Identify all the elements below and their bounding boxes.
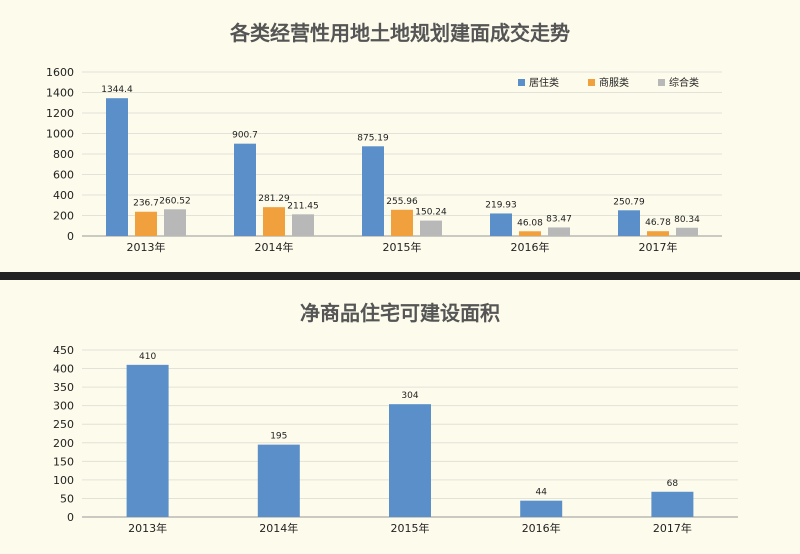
y-tick-label: 350 (53, 381, 74, 394)
data-label: 250.79 (613, 197, 645, 207)
bar (106, 98, 128, 236)
y-tick-label: 800 (53, 148, 74, 161)
x-tick-label: 2017年 (639, 240, 678, 254)
bar (520, 500, 563, 517)
x-tick-label: 2015年 (383, 240, 422, 254)
bar (490, 213, 512, 236)
legend-swatch (588, 79, 595, 86)
data-label: 260.52 (159, 196, 191, 206)
y-tick-label: 200 (53, 437, 74, 450)
bar (389, 404, 431, 517)
y-tick-label: 150 (53, 455, 74, 468)
y-tick-label: 1600 (46, 66, 74, 79)
y-tick-label: 400 (53, 189, 74, 202)
bar (391, 209, 413, 236)
data-label: 150.24 (415, 208, 447, 218)
data-label: 281.29 (258, 194, 290, 204)
chart-panel-housing-area: 净商品住宅可建设面积 0 50 100 150 200 250 300 350 400 450 20… (0, 280, 800, 554)
bar (292, 214, 314, 236)
data-label: 219.93 (485, 200, 517, 210)
bar (519, 231, 541, 236)
chart-title: 净商品住宅可建设面积 (300, 301, 500, 325)
y-tick-label: 1000 (46, 128, 74, 141)
legend-swatch (518, 79, 525, 86)
x-tick-label: 2015年 (391, 521, 430, 535)
bar (420, 220, 442, 236)
y-tick-label: 600 (53, 169, 74, 182)
y-tick-label: 250 (53, 418, 74, 431)
data-label: 46.78 (645, 218, 671, 228)
bar (257, 444, 300, 517)
data-label: 80.34 (674, 215, 700, 225)
x-tick-label: 2014年 (259, 521, 298, 535)
data-label: 304 (401, 391, 418, 401)
data-label: 195 (270, 432, 287, 442)
legend-entry: 商服类 (599, 76, 629, 89)
data-label: 875.19 (357, 133, 389, 143)
bar (135, 211, 157, 236)
data-label: 83.47 (546, 214, 572, 224)
data-label: 44 (535, 488, 547, 498)
y-tick-label: 450 (53, 344, 74, 357)
bar (126, 364, 169, 517)
data-label: 900.7 (232, 131, 258, 141)
data-label: 68 (667, 479, 679, 489)
chart-title: 各类经营性用地土地规划建面成交走势 (229, 21, 570, 45)
bar (234, 143, 256, 236)
y-tick-label: 0 (67, 511, 74, 524)
data-label: 236.7 (133, 199, 159, 209)
data-label: 46.08 (517, 218, 543, 228)
chart-panel-land-transactions: 各类经营性用地土地规划建面成交走势 0 200 400 600 800 1000 1200 1… (0, 0, 800, 272)
y-tick-label: 1400 (46, 87, 74, 100)
bar (263, 207, 285, 236)
x-tick-label: 2013年 (127, 240, 166, 254)
x-tick-label: 2014年 (255, 240, 294, 254)
y-tick-label: 50 (60, 492, 74, 505)
panel-divider (0, 272, 800, 280)
legend-swatch (658, 79, 665, 86)
legend-entry: 综合类 (669, 76, 699, 89)
data-label: 211.45 (287, 201, 319, 211)
y-tick-label: 200 (53, 210, 74, 223)
data-label: 1344.4 (101, 85, 133, 95)
y-tick-label: 1200 (46, 107, 74, 120)
x-tick-label: 2017年 (653, 521, 692, 535)
x-tick-label: 2016年 (511, 240, 550, 254)
bar (548, 227, 570, 236)
data-label: 255.96 (386, 197, 418, 207)
y-tick-label: 300 (53, 400, 74, 413)
legend-entry: 居住类 (529, 76, 559, 89)
y-tick-label: 0 (67, 230, 74, 243)
chart-land-transactions: 各类经营性用地土地规划建面成交走势 0 200 400 600 800 1000 1200 1… (46, 21, 722, 254)
bar (647, 231, 669, 236)
y-tick-label: 400 (53, 363, 74, 376)
chart-housing-area: 净商品住宅可建设面积 0 50 100 150 200 250 300 350 400 450 20… (53, 301, 738, 535)
x-tick-label: 2013年 (128, 521, 167, 535)
bar (362, 146, 384, 236)
bar (618, 210, 640, 236)
bar (651, 491, 694, 517)
data-label: 410 (139, 352, 156, 362)
bar (676, 227, 698, 236)
x-tick-label: 2016年 (522, 521, 561, 535)
bar (164, 209, 186, 236)
y-tick-label: 100 (53, 474, 74, 487)
